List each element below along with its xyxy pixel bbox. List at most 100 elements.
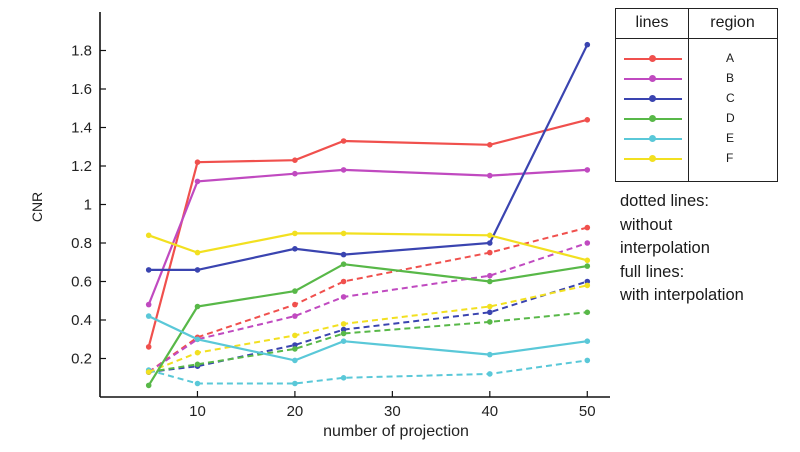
series-c-full [145,41,591,273]
data-point [487,172,493,179]
data-point [340,326,347,333]
data-point [487,278,493,285]
data-point [584,309,591,316]
legend-header [616,9,777,39]
data-point [340,167,347,173]
data-point [487,319,493,325]
series-line [148,242,588,373]
data-point [584,257,591,264]
data-point [584,338,591,345]
y-axis-label: CNR [29,192,45,222]
legend-entry-c: C [616,89,777,109]
x-tick-label: 50 [579,403,596,420]
data-point [292,301,298,308]
series-line [147,263,588,386]
x-tick-label: 30 [384,403,401,420]
data-point [487,309,493,316]
data-point [292,157,298,163]
series-line [148,315,588,362]
data-point [584,282,591,289]
data-point [145,369,152,375]
data-point [487,142,493,148]
data-point [584,240,591,246]
data-point [584,357,591,364]
legend-entry-e: E [616,129,777,149]
data-point [292,342,298,348]
data-point [292,170,298,177]
legend-swatch [624,55,682,62]
plot-lines [145,41,591,389]
legend-marker [649,115,656,122]
data-point [584,278,591,285]
legend-marker [649,75,656,82]
data-point [584,117,591,123]
y-tick-label: 1.8 [71,43,92,60]
data-point [145,313,152,319]
y-tick-label: 0.2 [71,351,92,368]
data-point [194,178,201,185]
series-line [148,280,588,373]
legend-marker [649,155,656,162]
data-point [340,330,347,337]
series-d-full [145,261,591,389]
x-tick-label: 10 [189,403,206,420]
legend-region-label: D [726,111,735,125]
data-point [340,251,347,258]
series-line [148,44,589,271]
series-line [148,359,588,385]
data-point [487,232,493,239]
axes: 0.2 0.4 0.6 0.8 1 1.2 1.4 1.6 1.8 10 20 30 40 50 [71,12,610,420]
series-f-dotted [145,282,591,375]
data-point [292,357,298,364]
y-tick-label: 0.6 [71,274,92,291]
data-point [194,249,201,256]
data-point [340,278,347,285]
data-point [145,382,152,389]
data-point [292,288,298,294]
legend-marker [649,95,656,102]
y-tick-label: 0.8 [71,235,92,252]
series-a-full [145,117,591,350]
data-point [292,246,298,252]
data-point [194,380,201,387]
data-point [292,313,298,319]
data-point [584,41,591,48]
data-point [340,261,347,268]
data-point [487,351,493,358]
legend-divider [688,9,689,181]
y-tick-label: 0.4 [71,312,92,329]
data-point [340,338,347,345]
data-point [194,349,201,356]
y-tick-label: 1.4 [71,120,92,137]
data-point [292,332,298,339]
data-point [194,336,201,343]
series-line [147,118,588,348]
legend-col-region: region [710,14,755,31]
series-line [148,226,588,373]
data-point [145,344,152,350]
legend-region-label: B [726,71,735,85]
data-point [487,371,493,377]
series-f-full [145,230,591,264]
legend-marker [649,55,656,62]
data-point [487,272,493,279]
data-point [292,380,298,387]
data-point [584,167,591,173]
legend-swatch [624,115,682,122]
data-point [292,230,298,237]
legend-swatch [624,155,682,162]
line-chart: 0.20.40.60.811.21.41.61.810 20 30 40 50 CNR … [29,12,610,440]
data-point [584,263,591,269]
data-point [584,224,591,231]
y-tick-label: 1.2 [71,158,92,175]
legend-entry-b: B [616,69,777,89]
y-tick-label: 1 [84,197,92,214]
data-point [194,303,201,310]
data-point [194,159,201,165]
data-point [145,232,152,239]
legend-region-label: C [726,91,735,105]
series-line [147,168,588,306]
legend-col-lines: lines [635,14,669,31]
x-tick-label: 40 [481,403,498,420]
legend-region-label: E [726,131,735,145]
